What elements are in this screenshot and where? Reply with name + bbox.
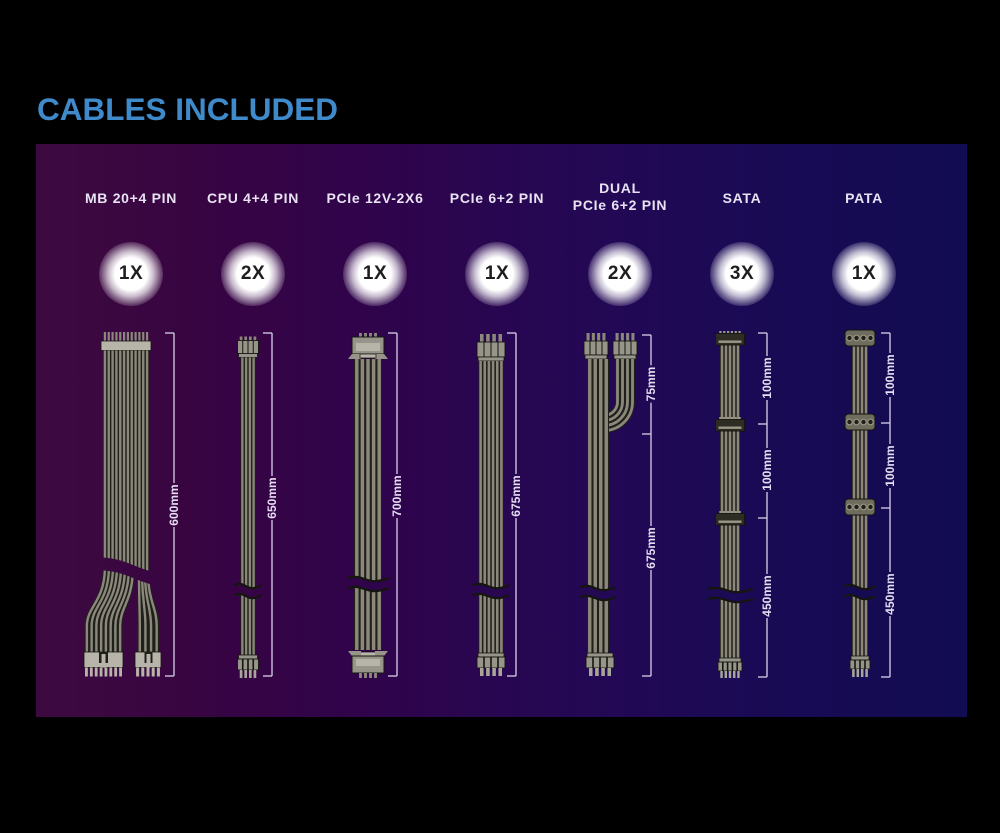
svg-text:700mm: 700mm (390, 475, 404, 516)
svg-text:100mm: 100mm (760, 357, 774, 398)
svg-text:100mm: 100mm (883, 445, 897, 486)
svg-text:675mm: 675mm (509, 475, 523, 516)
svg-text:450mm: 450mm (883, 573, 897, 614)
svg-text:75mm: 75mm (644, 367, 658, 402)
svg-text:675mm: 675mm (644, 527, 658, 568)
svg-text:650mm: 650mm (265, 477, 279, 518)
svg-text:600mm: 600mm (167, 484, 181, 525)
svg-text:100mm: 100mm (883, 354, 897, 395)
svg-text:100mm: 100mm (760, 449, 774, 490)
svg-text:450mm: 450mm (760, 575, 774, 616)
